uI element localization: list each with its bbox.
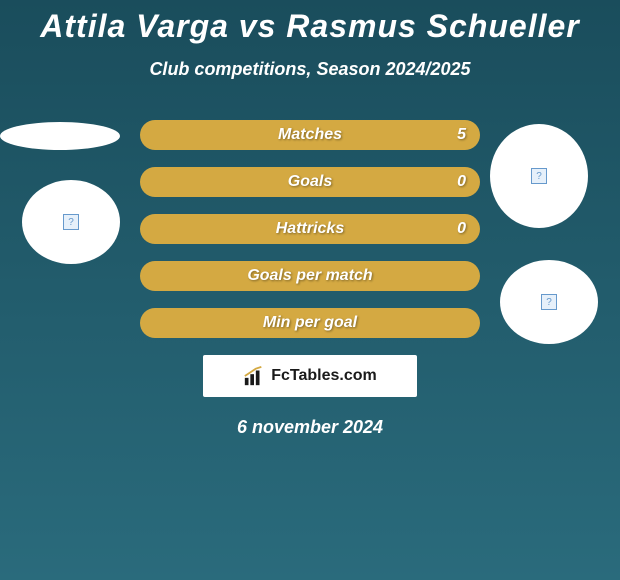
stat-bar-min-per-goal: Min per goal — [140, 308, 480, 338]
stat-value: 0 — [457, 220, 466, 238]
stats-section: Matches 5 Goals 0 Hattricks 0 Goals per … — [0, 120, 620, 438]
stat-row: Hattricks 0 — [0, 214, 620, 244]
stat-row: Matches 5 — [0, 120, 620, 150]
footer-date: 6 november 2024 — [0, 417, 620, 438]
stat-label: Min per goal — [263, 314, 357, 332]
page-title: Attila Varga vs Rasmus Schueller — [0, 8, 620, 45]
logo-text: FcTables.com — [271, 367, 377, 385]
stat-row: Goals 0 — [0, 167, 620, 197]
stat-bar-goals: Goals 0 — [140, 167, 480, 197]
stat-row: Min per goal — [0, 308, 620, 338]
stat-row: Goals per match — [0, 261, 620, 291]
stat-label: Goals — [288, 173, 332, 191]
logo-box[interactable]: FcTables.com — [203, 355, 417, 397]
stat-bar-hattricks: Hattricks 0 — [140, 214, 480, 244]
stat-value: 5 — [457, 126, 466, 144]
stat-label: Hattricks — [276, 220, 344, 238]
stat-label: Goals per match — [247, 267, 372, 285]
chart-icon — [243, 365, 265, 387]
stat-label: Matches — [278, 126, 342, 144]
stat-bar-matches: Matches 5 — [140, 120, 480, 150]
stat-bar-goals-per-match: Goals per match — [140, 261, 480, 291]
stat-value: 0 — [457, 173, 466, 191]
page-subtitle: Club competitions, Season 2024/2025 — [0, 59, 620, 80]
